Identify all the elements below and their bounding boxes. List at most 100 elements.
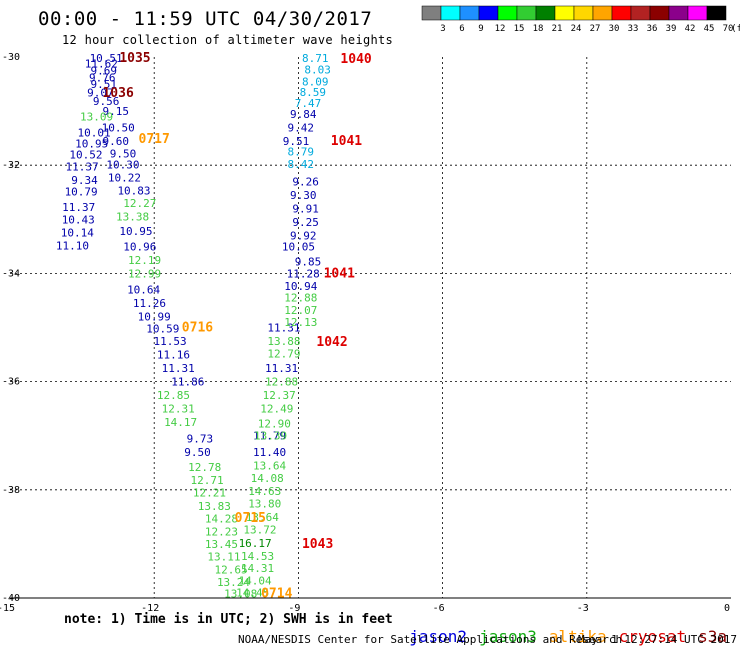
scale-label: 30 bbox=[609, 24, 620, 34]
data-point: 13.08 bbox=[224, 588, 257, 601]
data-point: 13.24 bbox=[217, 576, 250, 589]
data-point: 9.34 bbox=[71, 174, 98, 187]
legend: jason2 jason3 altika cryosat s3a bbox=[390, 608, 739, 646]
y-tick-label: -40 bbox=[2, 593, 20, 604]
data-point: 13.38 bbox=[116, 211, 149, 224]
data-point: 11.79 bbox=[253, 430, 286, 443]
data-point: 9.76 bbox=[89, 72, 116, 85]
data-point: 9.51 bbox=[90, 78, 117, 91]
data-point: 12.90 bbox=[258, 417, 291, 430]
data-point: 10.95 bbox=[119, 225, 152, 238]
data-point: 16.17 bbox=[239, 537, 272, 550]
data-point: 9.25 bbox=[292, 216, 319, 229]
data-point: 10.50 bbox=[102, 121, 135, 134]
legend-item-jason3: jason3 bbox=[479, 627, 537, 646]
scale-label: 9 bbox=[478, 24, 483, 34]
data-point: 12.13 bbox=[284, 316, 317, 329]
data-point: 12.27 bbox=[123, 197, 156, 210]
data-point: 13.72 bbox=[243, 523, 276, 536]
pass-time-label: 1042 bbox=[316, 335, 347, 350]
pass-time-label: 1041 bbox=[331, 134, 362, 149]
data-point: 11.86 bbox=[171, 376, 204, 389]
data-point: 12.49 bbox=[260, 403, 293, 416]
data-point: 10.79 bbox=[65, 186, 98, 199]
data-point: 7.47 bbox=[295, 97, 322, 110]
data-point: 14.45 bbox=[236, 587, 269, 600]
scale-label: 18 bbox=[533, 24, 544, 34]
data-point: 8.03 bbox=[304, 63, 331, 76]
scale-label: 27 bbox=[590, 24, 601, 34]
data-point: 14.08 bbox=[251, 472, 284, 485]
scale-label: 3 bbox=[440, 24, 445, 34]
x-tick-label: -12 bbox=[141, 603, 159, 614]
data-point: 13.83 bbox=[198, 500, 231, 513]
note-text: note: 1) Time is in UTC; 2) SWH is in fe… bbox=[64, 612, 393, 627]
y-tick-label: -38 bbox=[2, 485, 20, 496]
data-point: 11.62 bbox=[85, 57, 118, 70]
data-point: 9.92 bbox=[290, 230, 317, 243]
data-point: 11.16 bbox=[157, 349, 190, 362]
legend-item-s3a: s3a bbox=[698, 627, 727, 646]
data-point: 9.15 bbox=[102, 105, 129, 118]
y-tick-label: -34 bbox=[2, 268, 20, 279]
data-point: 12.31 bbox=[162, 403, 195, 416]
scale-label: 15 bbox=[514, 24, 525, 34]
y-tick-label: -30 bbox=[2, 52, 20, 63]
scale-label: 21 bbox=[552, 24, 563, 34]
data-point: 12.21 bbox=[193, 487, 226, 500]
x-tick-label: -15 bbox=[0, 603, 15, 614]
data-point: 12.19 bbox=[128, 254, 161, 267]
legend-item-jason2: jason2 bbox=[409, 627, 468, 646]
data-point: 11.40 bbox=[253, 446, 286, 459]
pass-time-label: 0717 bbox=[139, 132, 170, 147]
data-point: 14.53 bbox=[241, 550, 274, 563]
x-tick-label: 0 bbox=[724, 603, 730, 614]
pass-time-label: 1035 bbox=[119, 51, 150, 66]
x-tick-label: -3 bbox=[577, 603, 589, 614]
data-point: 10.59 bbox=[146, 323, 179, 336]
scale-label: 70 bbox=[723, 24, 734, 34]
data-point: 13.45 bbox=[205, 538, 238, 551]
data-point: 10.22 bbox=[108, 172, 141, 185]
data-point: 11.28 bbox=[287, 267, 320, 280]
scale-label: 12 bbox=[495, 24, 506, 34]
data-point: 9.60 bbox=[102, 135, 129, 148]
data-point: 8.59 bbox=[300, 86, 327, 99]
credit-text: NOAA/NESDIS Center for Satellite Applica… bbox=[238, 633, 623, 646]
pass-time-label: 1043 bbox=[302, 537, 333, 552]
data-point: 9.73 bbox=[187, 432, 214, 445]
data-point: 8.42 bbox=[288, 158, 315, 171]
pass-time-label: 0714 bbox=[261, 587, 292, 602]
data-point: 12.99 bbox=[128, 267, 161, 280]
data-point: 12.88 bbox=[265, 376, 298, 389]
scale-label: 36 bbox=[647, 24, 658, 34]
scale-label: 39 bbox=[666, 24, 677, 34]
data-point: 10.14 bbox=[61, 226, 94, 239]
data-point: 9.42 bbox=[288, 121, 315, 134]
data-point: 8.79 bbox=[288, 146, 315, 159]
data-point: 12.07 bbox=[284, 304, 317, 317]
data-point: 11.37 bbox=[62, 201, 95, 214]
scale-label: 42 bbox=[685, 24, 696, 34]
data-point: 12.23 bbox=[205, 525, 238, 538]
chart-subtitle: 12 hour collection of altimeter wave hei… bbox=[62, 33, 394, 47]
data-point: 9.51 bbox=[283, 135, 310, 148]
scale-label: 24 bbox=[571, 24, 582, 34]
data-point: 13.11 bbox=[207, 550, 240, 563]
data-point: 14.31 bbox=[241, 562, 274, 575]
data-point: 13.80 bbox=[248, 497, 281, 510]
chart-title: 00:00 - 11:59 UTC 04/30/2017 bbox=[38, 8, 373, 30]
data-point: 10.30 bbox=[106, 159, 139, 172]
data-point: 9.30 bbox=[290, 189, 317, 202]
pass-time-label: 0715 bbox=[235, 511, 266, 526]
data-point: 10.99 bbox=[138, 311, 171, 324]
data-point: 10.43 bbox=[62, 213, 95, 226]
data-point: 10.95 bbox=[75, 138, 108, 151]
scale-swatch bbox=[706, 5, 727, 21]
data-point: 11.10 bbox=[56, 239, 89, 252]
data-point: 10.01 bbox=[78, 127, 111, 140]
data-point: 9.85 bbox=[295, 255, 322, 268]
pass-time-label: 0716 bbox=[182, 320, 213, 335]
